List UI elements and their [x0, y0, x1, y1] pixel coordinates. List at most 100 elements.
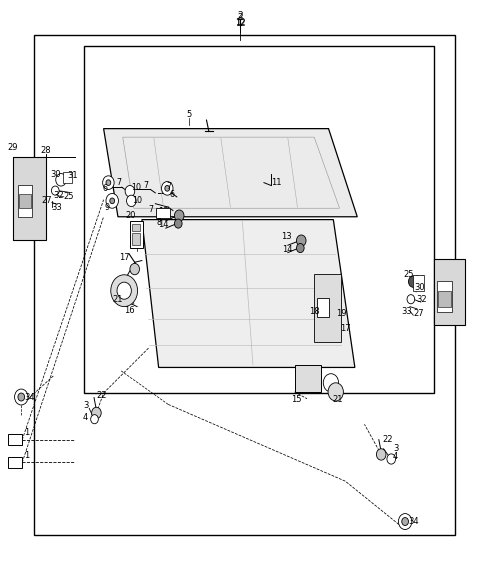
- Bar: [34, 35, 456, 535]
- Circle shape: [174, 219, 182, 228]
- Text: 18: 18: [309, 307, 320, 316]
- Text: 6: 6: [169, 190, 175, 199]
- Text: 3: 3: [393, 443, 398, 453]
- Text: 2: 2: [237, 11, 243, 20]
- Text: 4: 4: [393, 452, 398, 461]
- Text: 17: 17: [340, 324, 350, 333]
- Text: 12: 12: [235, 19, 245, 28]
- Circle shape: [407, 295, 415, 304]
- Bar: [63, 172, 72, 182]
- Text: 9: 9: [104, 202, 109, 211]
- Circle shape: [402, 518, 408, 526]
- Polygon shape: [104, 129, 357, 217]
- Bar: [156, 207, 169, 218]
- Circle shape: [398, 514, 412, 530]
- Text: 7: 7: [167, 182, 172, 190]
- Text: 19: 19: [336, 309, 347, 318]
- Text: 25: 25: [63, 192, 74, 201]
- Text: 7: 7: [116, 178, 121, 187]
- Bar: [438, 291, 451, 307]
- Circle shape: [14, 389, 28, 405]
- Bar: [130, 221, 144, 248]
- Text: 1: 1: [24, 428, 30, 437]
- Bar: [413, 275, 424, 291]
- Text: 13: 13: [282, 232, 292, 241]
- Text: 15: 15: [291, 396, 301, 404]
- Text: 8: 8: [156, 218, 161, 227]
- Text: 4: 4: [83, 413, 88, 422]
- Text: 31: 31: [67, 172, 78, 180]
- Text: 33: 33: [401, 307, 412, 316]
- Circle shape: [174, 210, 184, 221]
- Text: 10: 10: [132, 196, 143, 205]
- Text: 1: 1: [24, 451, 30, 460]
- Text: 30: 30: [50, 170, 61, 178]
- Circle shape: [297, 235, 306, 246]
- Text: 20: 20: [126, 211, 136, 220]
- Text: 25: 25: [403, 270, 414, 279]
- Circle shape: [106, 193, 119, 208]
- Text: 26: 26: [414, 275, 425, 284]
- Circle shape: [111, 275, 138, 307]
- Circle shape: [125, 185, 135, 197]
- Circle shape: [51, 186, 59, 195]
- Circle shape: [408, 276, 418, 287]
- Circle shape: [127, 195, 136, 206]
- Bar: [84, 46, 434, 393]
- Circle shape: [106, 180, 111, 185]
- Text: 34: 34: [24, 393, 35, 401]
- Text: 12: 12: [235, 18, 245, 27]
- Text: 16: 16: [124, 306, 134, 315]
- Bar: [434, 259, 465, 325]
- Text: 5: 5: [186, 111, 192, 120]
- Bar: [8, 457, 22, 468]
- Text: 14: 14: [158, 219, 168, 229]
- Text: 22: 22: [96, 392, 107, 400]
- Bar: [295, 365, 321, 392]
- Bar: [314, 274, 340, 342]
- Text: 32: 32: [417, 295, 427, 304]
- Text: 21: 21: [333, 396, 343, 404]
- Bar: [437, 281, 452, 312]
- Text: 30: 30: [414, 283, 425, 292]
- Circle shape: [130, 263, 140, 275]
- Text: 2: 2: [237, 13, 243, 22]
- Bar: [132, 223, 141, 231]
- Circle shape: [103, 176, 114, 189]
- Circle shape: [165, 185, 169, 191]
- Circle shape: [328, 383, 343, 401]
- Circle shape: [56, 173, 66, 186]
- Circle shape: [92, 407, 101, 418]
- Text: 11: 11: [271, 178, 281, 187]
- Text: 33: 33: [52, 202, 62, 211]
- Text: 28: 28: [41, 146, 51, 155]
- Text: 17: 17: [119, 253, 130, 262]
- Bar: [132, 233, 141, 245]
- Circle shape: [323, 374, 338, 392]
- Bar: [19, 194, 31, 208]
- Text: 29: 29: [7, 144, 18, 152]
- Text: 21: 21: [112, 295, 123, 304]
- Circle shape: [18, 393, 24, 401]
- Text: 32: 32: [53, 191, 63, 200]
- Text: 14: 14: [282, 245, 292, 254]
- Text: 27: 27: [41, 196, 52, 205]
- Circle shape: [161, 181, 173, 195]
- Bar: [8, 434, 22, 445]
- Bar: [317, 298, 328, 317]
- Circle shape: [110, 198, 115, 203]
- Polygon shape: [142, 219, 355, 368]
- Text: 6: 6: [103, 184, 108, 193]
- Text: 34: 34: [408, 517, 419, 526]
- Text: 27: 27: [413, 309, 424, 318]
- Text: 7: 7: [148, 205, 153, 214]
- Text: 3: 3: [83, 401, 89, 410]
- Text: 7: 7: [144, 181, 149, 190]
- Bar: [18, 185, 32, 217]
- Text: 10: 10: [131, 183, 141, 192]
- Text: 13: 13: [158, 207, 169, 216]
- Circle shape: [376, 449, 386, 460]
- Circle shape: [91, 414, 98, 424]
- Circle shape: [117, 282, 132, 299]
- Bar: [12, 157, 46, 239]
